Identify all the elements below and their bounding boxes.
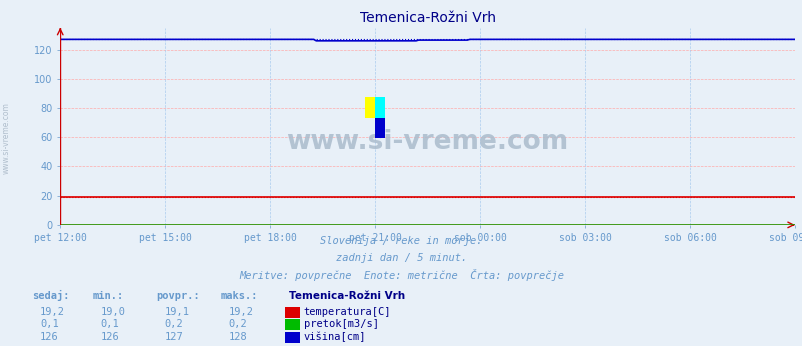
Text: www.si-vreme.com: www.si-vreme.com (2, 102, 11, 174)
Text: 126: 126 (40, 332, 59, 342)
Text: temperatura[C]: temperatura[C] (303, 307, 391, 317)
Text: 127: 127 (164, 332, 183, 342)
Text: maks.:: maks.: (221, 291, 258, 301)
Text: Meritve: povprečne  Enote: metrične  Črta: povprečje: Meritve: povprečne Enote: metrične Črta:… (239, 268, 563, 281)
Text: 19,2: 19,2 (229, 307, 253, 317)
Text: 126: 126 (100, 332, 119, 342)
Text: višina[cm]: višina[cm] (303, 331, 366, 342)
Bar (375, 97, 385, 118)
Text: 0,1: 0,1 (100, 319, 119, 329)
Bar (375, 118, 385, 138)
Text: sedaj:: sedaj: (32, 290, 70, 301)
Text: 128: 128 (229, 332, 247, 342)
Text: Slovenija / reke in morje.: Slovenija / reke in morje. (320, 236, 482, 246)
Text: www.si-vreme.com: www.si-vreme.com (286, 129, 568, 155)
Bar (365, 97, 375, 118)
Text: 19,1: 19,1 (164, 307, 189, 317)
Text: 19,2: 19,2 (40, 307, 65, 317)
Title: Temenica-Rožni Vrh: Temenica-Rožni Vrh (359, 11, 495, 25)
Text: pretok[m3/s]: pretok[m3/s] (303, 319, 378, 329)
Text: 0,1: 0,1 (40, 319, 59, 329)
Text: min.:: min.: (92, 291, 124, 301)
Text: povpr.:: povpr.: (156, 291, 200, 301)
Text: zadnji dan / 5 minut.: zadnji dan / 5 minut. (335, 253, 467, 263)
Text: Temenica-Rožni Vrh: Temenica-Rožni Vrh (289, 291, 405, 301)
Text: 0,2: 0,2 (164, 319, 183, 329)
Text: 19,0: 19,0 (100, 307, 125, 317)
Text: 0,2: 0,2 (229, 319, 247, 329)
